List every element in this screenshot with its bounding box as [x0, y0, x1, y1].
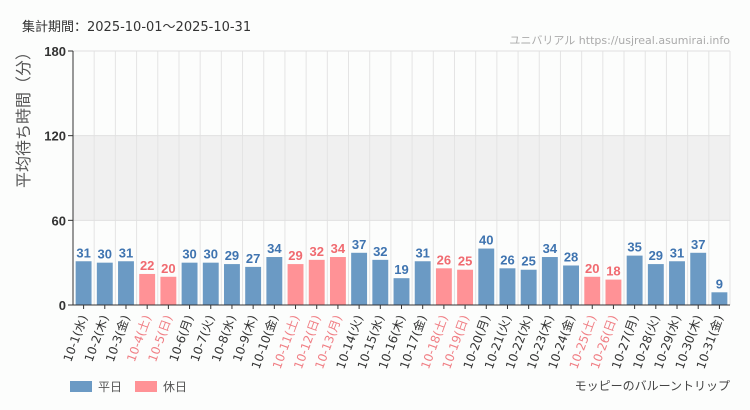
bar — [372, 259, 389, 305]
bar — [118, 261, 134, 305]
bar — [647, 264, 664, 305]
shaded-band — [73, 135, 730, 221]
y-tick-label: 120 — [44, 129, 66, 144]
period-label: 集計期間：2025-10-01～2025-10-31 — [22, 20, 252, 35]
legend-holiday: 休日 — [135, 378, 187, 395]
legend-label-holiday: 休日 — [163, 380, 188, 394]
data-label: 37 — [352, 237, 366, 252]
data-label: 31 — [119, 245, 133, 260]
data-label: 22 — [140, 258, 154, 273]
data-label: 30 — [98, 247, 112, 262]
y-axis-label: 平均待ち時間（分） — [14, 43, 33, 188]
bar — [393, 278, 410, 305]
data-label: 29 — [225, 248, 239, 263]
bar — [224, 264, 240, 305]
bar — [499, 268, 516, 305]
data-label: 20 — [161, 261, 175, 276]
bar — [245, 266, 262, 305]
bar — [520, 269, 537, 305]
bar — [329, 257, 346, 305]
data-label: 18 — [606, 264, 620, 279]
bar — [435, 268, 452, 305]
bar — [690, 252, 707, 305]
bar — [308, 259, 325, 305]
bar — [584, 276, 601, 305]
data-label: 28 — [564, 249, 578, 264]
data-label: 31 — [415, 245, 429, 260]
data-label: 30 — [182, 247, 196, 262]
data-label: 40 — [479, 233, 493, 248]
data-label: 34 — [543, 241, 558, 256]
data-label: 26 — [500, 252, 514, 267]
bar — [181, 262, 198, 305]
bar — [202, 262, 219, 305]
site-credit: ユニバリアル https://usjreal.asumirai.info — [509, 34, 730, 47]
bar — [351, 252, 368, 305]
bar — [160, 276, 177, 305]
attraction-name: モッピーのバルーントリップ — [574, 379, 730, 393]
bar — [75, 261, 92, 305]
data-label: 31 — [76, 245, 90, 260]
bar — [478, 248, 495, 305]
bar — [563, 265, 579, 305]
bar — [669, 261, 685, 305]
legend-swatch-weekday — [70, 381, 92, 392]
data-label: 29 — [649, 248, 663, 263]
data-label: 20 — [585, 261, 599, 276]
bar — [266, 257, 283, 305]
data-label: 32 — [309, 244, 323, 259]
data-label: 35 — [627, 240, 641, 255]
bar — [605, 279, 622, 305]
data-label: 32 — [373, 244, 387, 259]
data-label: 30 — [204, 247, 218, 262]
data-label: 25 — [521, 254, 535, 269]
bar — [626, 255, 643, 305]
bar — [96, 262, 113, 305]
bar — [287, 264, 304, 305]
data-label: 26 — [437, 252, 451, 267]
bar — [139, 273, 156, 305]
bar — [541, 257, 558, 305]
data-label: 37 — [691, 237, 705, 252]
data-label: 29 — [288, 248, 302, 263]
data-label: 25 — [458, 254, 472, 269]
bar — [711, 292, 728, 305]
legend-weekday: 平日 — [70, 378, 122, 395]
data-label: 19 — [394, 262, 408, 277]
y-tick-label: 60 — [52, 213, 66, 228]
data-label: 9 — [716, 276, 723, 291]
data-label: 34 — [267, 241, 282, 256]
y-tick-label: 0 — [59, 298, 66, 313]
bar — [457, 269, 474, 305]
data-label: 27 — [246, 251, 260, 266]
data-label: 31 — [670, 245, 684, 260]
y-tick-label: 180 — [44, 44, 66, 59]
bar — [414, 261, 431, 305]
legend-label-weekday: 平日 — [98, 380, 123, 394]
data-label: 34 — [331, 241, 346, 256]
legend-swatch-holiday — [135, 381, 157, 392]
